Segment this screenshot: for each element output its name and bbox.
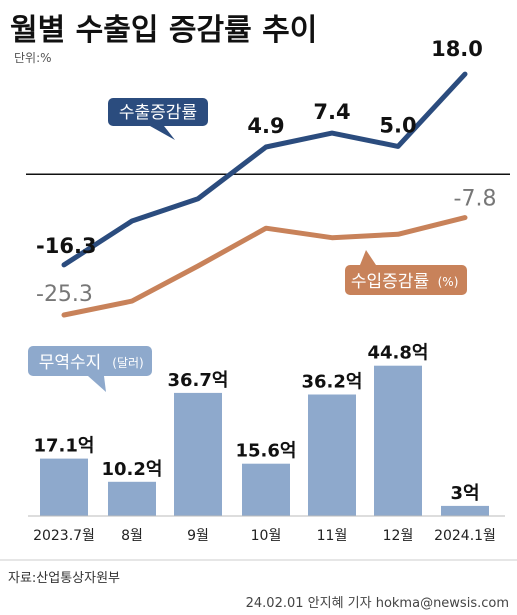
import-tag-box: [345, 265, 467, 295]
bar: [40, 458, 88, 516]
bar-value-label: 36.2억: [302, 372, 363, 393]
import-tag-pointer: [360, 250, 376, 265]
balance-tag-box: [28, 346, 152, 376]
x-tick-label: 11월: [317, 528, 348, 544]
unit-label: 단위:%: [14, 51, 52, 65]
bar: [308, 394, 356, 516]
credit-text: 24.02.01 안지혜 기자 hokma@newsis.com: [246, 596, 509, 611]
x-tick-label: 12월: [383, 528, 414, 544]
bar-value-label: 10.2억: [102, 459, 163, 480]
bar-value-label: 17.1억: [34, 436, 95, 457]
balance-tag-label: 무역수지: [39, 353, 102, 373]
bar: [242, 463, 290, 516]
bar-group: [40, 365, 489, 516]
export-value-label: 4.9: [247, 114, 284, 138]
bar: [441, 505, 489, 516]
import-tag-unit: (%): [438, 275, 459, 289]
import-value-label: -7.8: [454, 187, 497, 212]
export-tag-box: [108, 98, 208, 126]
bar-value-label: 36.7억: [168, 370, 229, 391]
export-value-label: 7.4: [313, 100, 350, 124]
bar: [174, 392, 222, 516]
import-series-tag: 수입증감률 (%): [345, 250, 467, 295]
bar-value-label: 44.8억: [368, 343, 429, 364]
trade-balance-tag: 무역수지 (달러): [28, 346, 152, 392]
bar-value-label: 15.6억: [236, 441, 297, 462]
balance-tag-pointer: [88, 376, 106, 392]
x-tick-label: 10월: [251, 528, 282, 544]
bar: [374, 365, 422, 516]
bar-value-label: 3억: [450, 483, 479, 504]
import-tag-label: 수입증감률: [351, 272, 429, 292]
chart-title: 월별 수출입 증감률 추이: [10, 13, 317, 48]
source-text: 자료:산업통상자원부: [8, 571, 120, 586]
export-value-label: -16.3: [36, 234, 97, 258]
export-series-tag: 수출증감률: [108, 98, 208, 140]
export-value-label: 18.0: [431, 37, 483, 61]
export-value-label: 5.0: [379, 113, 416, 137]
line-value-labels: -16.3 4.9 7.4 5.0 18.0 -25.3 -7.8: [36, 37, 496, 307]
balance-tag-unit: (달러): [112, 356, 143, 370]
export-tag-label: 수출증감률: [119, 103, 197, 123]
import-value-label: -25.3: [36, 282, 93, 307]
x-tick-label: 2024.1월: [434, 528, 496, 544]
x-tick-label: 2023.7월: [33, 528, 95, 544]
line-series-group: [61, 71, 468, 318]
x-tick-label: 8월: [121, 528, 143, 544]
x-tick-labels: 2023.7월 8월 9월 10월 11월 12월 2024.1월: [33, 528, 496, 544]
export-tag-pointer: [150, 126, 175, 140]
x-tick-label: 9월: [187, 528, 209, 544]
bar: [108, 481, 156, 516]
